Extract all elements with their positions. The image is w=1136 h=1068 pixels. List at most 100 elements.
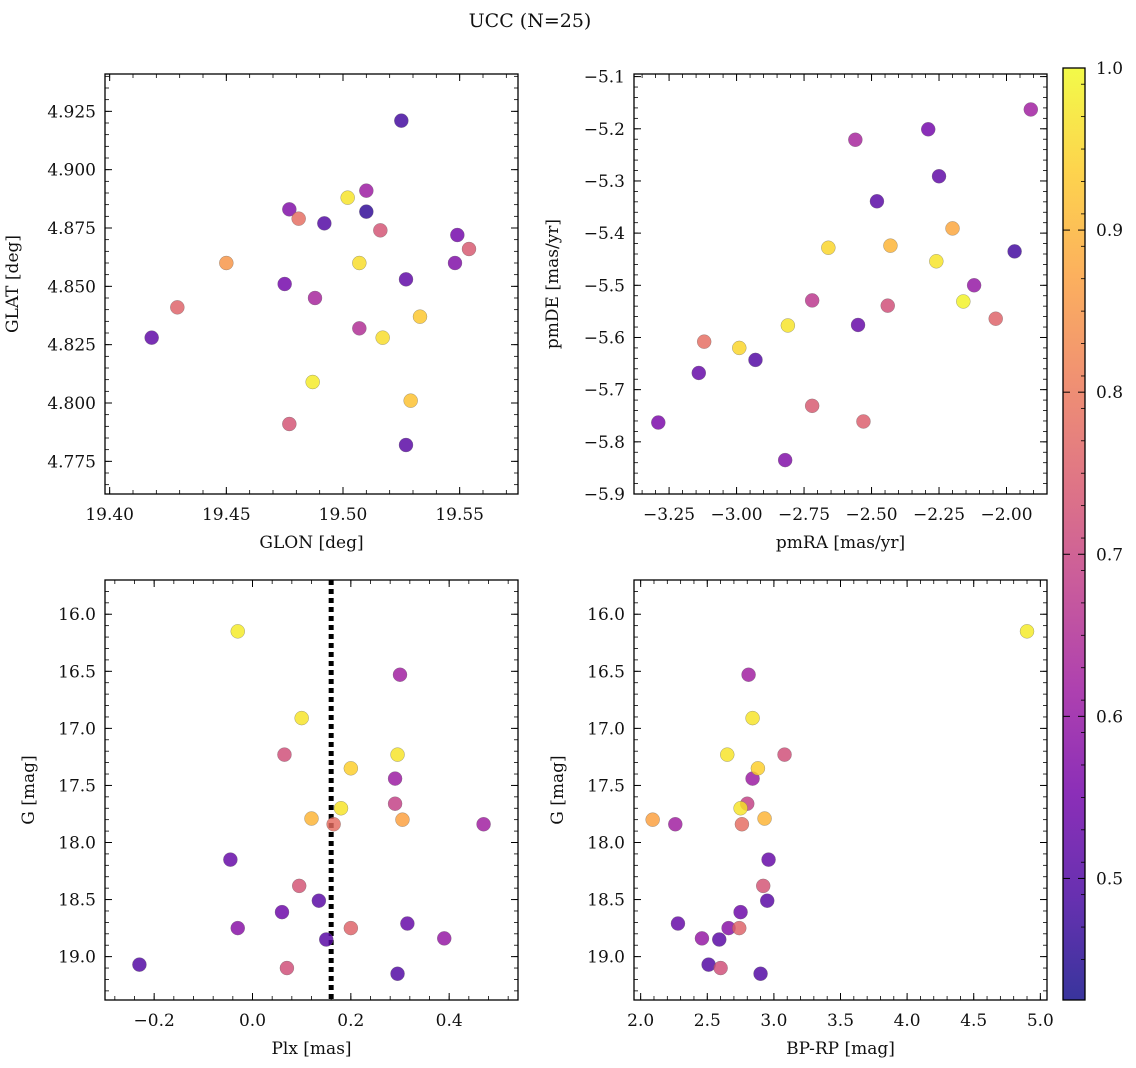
colorbar-gradient — [1062, 67, 1086, 1001]
data-point — [311, 893, 327, 908]
data-point — [461, 241, 477, 257]
plot-frame — [104, 579, 519, 1001]
plot-frame — [104, 73, 519, 495]
data-point — [219, 255, 234, 271]
y-tick-label: −5.5 — [584, 276, 625, 296]
data-point — [447, 255, 463, 271]
y-tick-label: −5.6 — [584, 328, 625, 348]
data-point — [741, 667, 756, 682]
data-point — [343, 920, 359, 936]
x-tick-label: −0.2 — [134, 1011, 175, 1031]
y-tick-label: 4.825 — [47, 336, 96, 356]
colorbar-tick-label: 0.7 — [1096, 545, 1123, 565]
y-tick-label: 19.0 — [58, 948, 96, 968]
y-tick-label: 17.5 — [587, 776, 625, 796]
data-point — [750, 761, 766, 776]
data-point — [412, 309, 428, 324]
x-axis-title: Plx [mas] — [271, 1039, 351, 1059]
data-point — [390, 966, 405, 981]
data-point — [720, 747, 735, 762]
data-point — [733, 904, 748, 920]
data-point — [170, 300, 185, 315]
y-tick-label: 18.5 — [58, 891, 96, 911]
data-point — [850, 317, 866, 333]
x-tick-label: 2.5 — [694, 1011, 721, 1031]
data-point — [880, 298, 895, 313]
data-point — [777, 747, 792, 762]
x-tick-label: 4.0 — [894, 1011, 921, 1031]
y-tick-label: 4.900 — [47, 161, 96, 181]
plot-frame — [633, 73, 1048, 495]
y-tick-label: −5.2 — [584, 120, 625, 140]
x-tick-label: 0.2 — [337, 1011, 364, 1031]
data-point — [437, 931, 452, 946]
x-tick-label: 19.40 — [85, 505, 134, 525]
data-point — [403, 393, 418, 408]
data-point — [988, 311, 1003, 326]
data-point — [804, 293, 820, 308]
data-point — [352, 255, 367, 271]
data-point — [392, 667, 408, 682]
panel-pmra-pmde: −3.25 −3.00 −2.75 −2.50 −2.25 −2.00 −5.9 −5.8 −5… — [543, 68, 1048, 553]
data-point — [390, 747, 405, 762]
data-point — [373, 223, 388, 238]
data-point — [668, 816, 683, 832]
data-point — [144, 330, 159, 345]
data-point — [651, 415, 666, 430]
y-tick-label: 4.850 — [47, 277, 96, 297]
data-point — [804, 398, 820, 414]
data-point — [282, 202, 297, 217]
x-tick-label: −2.50 — [845, 505, 897, 525]
data-point — [945, 221, 960, 236]
data-point — [476, 816, 491, 832]
data-point — [780, 318, 796, 333]
data-point — [359, 183, 374, 198]
data-point — [279, 960, 295, 976]
y-tick-label: 17.0 — [58, 719, 96, 739]
panel-glon-glat: 19.40 19.45 19.50 19.55 4.775 4.800 4.825 4.850… — [3, 73, 519, 553]
data-point — [732, 340, 747, 356]
x-axis-title: BP-RP [mag] — [786, 1039, 895, 1059]
data-point — [333, 801, 349, 816]
figure-title: UCC (N=25) — [469, 10, 592, 32]
data-point — [274, 904, 290, 920]
data-point — [352, 321, 367, 336]
x-tick-label: 19.50 — [319, 505, 368, 525]
data-point — [1023, 102, 1039, 117]
y-axis-title: G [mag] — [19, 755, 39, 824]
y-tick-label: 17.0 — [587, 719, 625, 739]
y-tick-label: −5.7 — [584, 381, 625, 401]
data-point — [731, 920, 747, 936]
y-tick-label: −5.9 — [584, 485, 625, 505]
colorbar-tick-label: 0.6 — [1096, 707, 1123, 727]
x-tick-label: −2.25 — [913, 505, 965, 525]
data-point — [712, 932, 727, 947]
data-point — [326, 816, 341, 832]
data-point — [670, 916, 686, 931]
data-point — [748, 352, 763, 368]
data-point — [745, 710, 760, 726]
data-point — [277, 747, 292, 762]
y-axis-title: pmDE [mas/yr] — [543, 219, 563, 349]
x-tick-label: −3.25 — [643, 505, 695, 525]
x-tick-label: 0.0 — [239, 1011, 266, 1031]
data-point — [761, 852, 776, 867]
y-axis-title: G [mag] — [548, 755, 568, 824]
y-tick-label: −5.3 — [584, 172, 625, 192]
data-point — [931, 169, 947, 184]
data-point — [387, 796, 403, 811]
y-tick-label: 4.875 — [47, 219, 96, 239]
data-point — [920, 122, 936, 137]
x-tick-label: 4.5 — [960, 1011, 987, 1031]
data-point — [132, 957, 147, 972]
data-point — [821, 240, 836, 255]
data-point — [883, 238, 898, 253]
colorbar-tick-label: 1.0 — [1096, 59, 1123, 79]
data-point — [696, 334, 712, 349]
x-tick-label: −3.00 — [711, 505, 763, 525]
y-tick-label: 4.925 — [47, 102, 96, 122]
y-tick-label: −5.8 — [584, 433, 625, 453]
data-point — [394, 113, 409, 128]
data-point — [645, 812, 660, 827]
panel-bprp-g: 2.0 2.5 3.0 3.5 4.0 4.5 5.0 16.0 16.5 17.0 17.5 18.… — [548, 579, 1054, 1059]
